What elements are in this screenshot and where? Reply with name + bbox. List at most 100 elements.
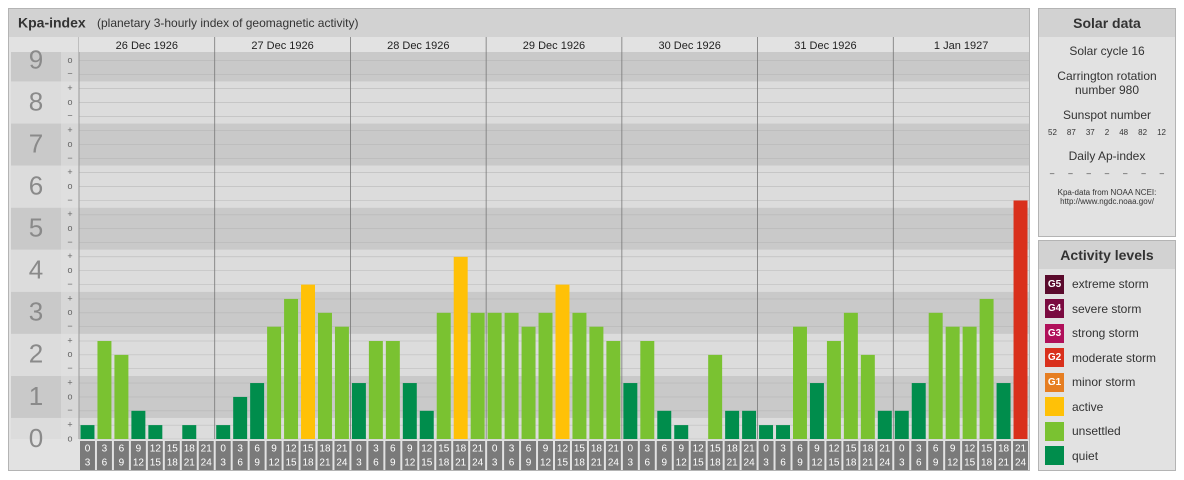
- x-tick-label: 9: [407, 444, 413, 455]
- x-tick-label: 0: [899, 444, 905, 455]
- minor-tick-label: o: [67, 223, 72, 233]
- interval-box: [419, 441, 435, 470]
- x-tick-label: 6: [526, 444, 532, 455]
- bar: [657, 410, 672, 439]
- bar: [182, 425, 197, 439]
- interval-box: [673, 441, 689, 470]
- interval-box: [96, 441, 112, 470]
- x-tick-label: 3: [102, 444, 108, 455]
- interval-box: [962, 441, 978, 470]
- x-tick-label: 21: [455, 458, 467, 469]
- x-tick-label: 6: [645, 458, 651, 469]
- interval-box: [80, 441, 95, 470]
- bar: [114, 354, 129, 439]
- minor-tick-label: −: [67, 363, 72, 373]
- level-item: G3 strong storm: [1039, 321, 1175, 346]
- x-tick-label: 21: [608, 444, 620, 455]
- level-name: active: [1072, 399, 1104, 414]
- x-tick-label: 15: [438, 444, 450, 455]
- sunspot-value: 82: [1138, 128, 1148, 137]
- minor-tick-label: +: [67, 377, 72, 387]
- x-tick-label: 18: [710, 458, 722, 469]
- bar: [504, 312, 519, 439]
- x-tick-label: 3: [916, 444, 922, 455]
- x-tick-label: 21: [998, 458, 1010, 469]
- bar: [572, 312, 587, 439]
- interval-box: [232, 441, 248, 470]
- bar: [470, 312, 485, 439]
- minor-tick-label: +: [67, 293, 72, 303]
- date-label: 27 Dec 1926: [251, 40, 313, 52]
- x-tick-label: 9: [661, 458, 667, 469]
- bar: [809, 383, 824, 439]
- bar: [555, 284, 570, 439]
- interval-box: [266, 441, 282, 470]
- bar: [284, 298, 299, 439]
- x-tick-label: 21: [319, 458, 331, 469]
- x-tick-label: 6: [797, 444, 803, 455]
- interval-box: [894, 441, 910, 470]
- chart-title: Kpa-index: [18, 15, 86, 31]
- x-tick-label: 0: [85, 444, 91, 455]
- minor-tick-label: o: [67, 433, 72, 443]
- x-tick-label: 6: [933, 444, 939, 455]
- x-tick-label: 18: [998, 444, 1010, 455]
- interval-box: [588, 441, 604, 470]
- interval-box: [453, 441, 469, 470]
- ap-value: –: [1086, 169, 1091, 178]
- y-tick-label: 2: [29, 339, 43, 369]
- x-tick-label: 21: [862, 458, 874, 469]
- x-tick-label: 12: [811, 458, 823, 469]
- bar: [97, 340, 112, 439]
- x-tick-label: 3: [492, 458, 498, 469]
- interval-box: [724, 441, 740, 470]
- solar-panel: Solar data Solar cycle 16 Carrington rot…: [1038, 8, 1176, 237]
- interval-box: [622, 441, 638, 470]
- x-tick-label: 9: [271, 444, 277, 455]
- minor-tick-label: −: [67, 153, 72, 163]
- x-tick-label: 24: [336, 458, 348, 469]
- x-tick-label: 3: [780, 444, 786, 455]
- bar: [793, 326, 807, 439]
- bar: [368, 340, 383, 439]
- x-tick-label: 9: [390, 458, 396, 469]
- bar: [826, 340, 841, 439]
- level-name: extreme storm: [1072, 277, 1149, 292]
- x-tick-label: 3: [85, 458, 91, 469]
- date-label: 26 Dec 1926: [116, 40, 178, 52]
- x-tick-label: 0: [220, 444, 226, 455]
- source: http://www.ngdc.noaa.gov/: [1060, 197, 1154, 206]
- minor-tick-label: +: [67, 419, 72, 429]
- panel-title: Activity levels: [1039, 241, 1175, 269]
- x-tick-label: 12: [964, 444, 976, 455]
- y-tick-label: 8: [29, 86, 43, 116]
- x-tick-label: 0: [628, 444, 634, 455]
- carrington: Carrington rotation: [1057, 69, 1157, 83]
- minor-tick-label: o: [67, 391, 72, 401]
- bar: [742, 410, 757, 439]
- x-tick-label: 15: [845, 444, 857, 455]
- bar: [623, 383, 638, 439]
- bar: [759, 425, 774, 439]
- date-label: 30 Dec 1926: [659, 40, 721, 52]
- x-tick-label: 18: [438, 458, 450, 469]
- x-tick-label: 3: [645, 444, 651, 455]
- x-tick-label: 3: [220, 458, 226, 469]
- bar: [1013, 200, 1028, 439]
- date-label: 31 Dec 1926: [794, 40, 856, 52]
- ap-value: –: [1068, 169, 1073, 178]
- bar: [877, 410, 892, 439]
- interval-box: [368, 441, 384, 470]
- bar: [521, 326, 536, 439]
- level-swatch: G5: [1045, 274, 1064, 294]
- x-tick-label: 18: [319, 444, 331, 455]
- x-tick-label: 9: [254, 458, 260, 469]
- carrington: number 980: [1074, 83, 1140, 97]
- interval-box: [351, 441, 367, 470]
- bar: [911, 383, 926, 439]
- x-tick-label: 3: [763, 458, 769, 469]
- interval-box: [826, 441, 842, 470]
- minor-tick-label: o: [67, 97, 72, 107]
- bar: [318, 312, 332, 439]
- x-tick-label: 12: [557, 444, 569, 455]
